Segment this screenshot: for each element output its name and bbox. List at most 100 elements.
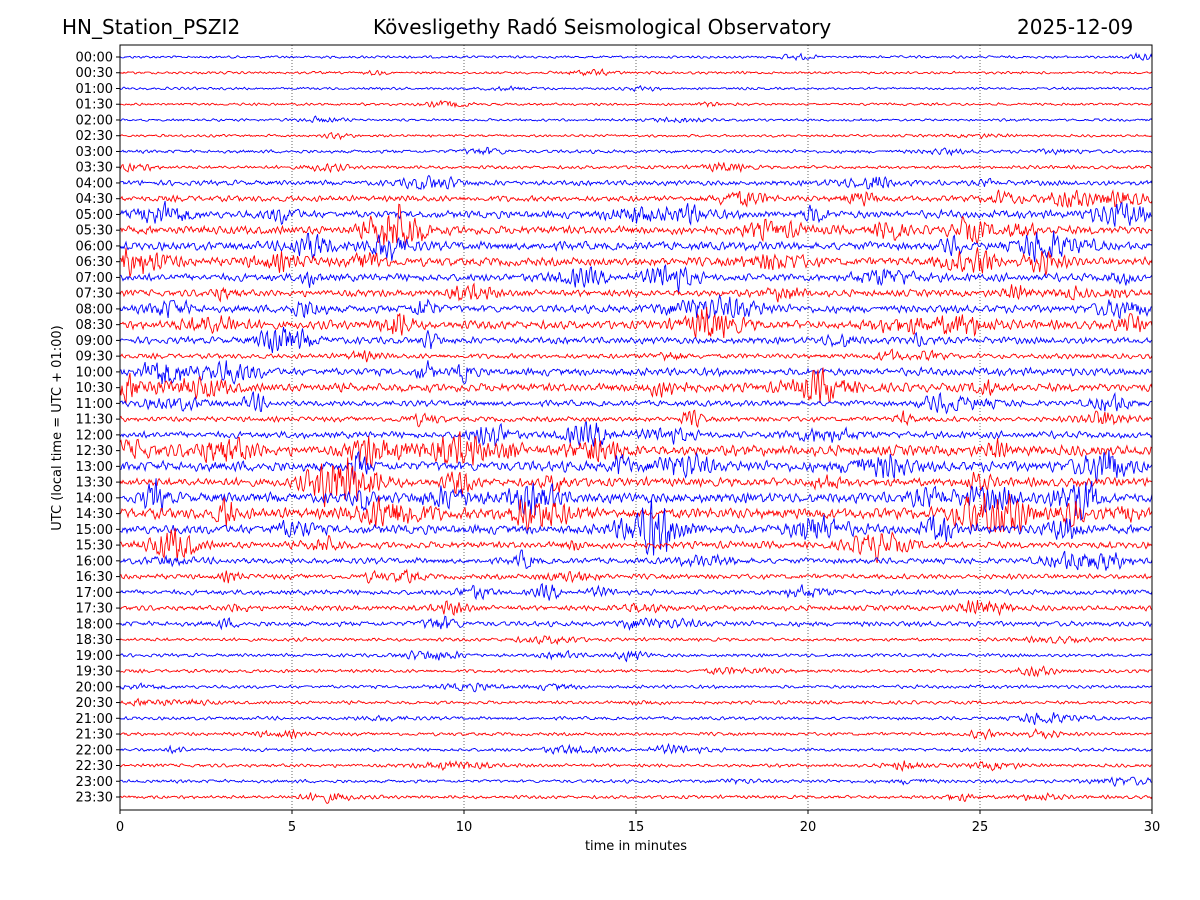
y-tick-label: 15:30 <box>76 539 113 554</box>
trace-1500 <box>119 498 1153 556</box>
trace-2300 <box>119 776 1153 788</box>
trace-0630 <box>119 247 1153 278</box>
x-tick-label: 10 <box>456 820 473 835</box>
trace-0530 <box>119 203 1153 246</box>
trace-1000 <box>120 360 1153 385</box>
y-tick-label: 09:00 <box>76 334 113 349</box>
x-tick-label: 5 <box>288 820 296 835</box>
y-tick-label: 20:00 <box>76 680 113 695</box>
trace-1800 <box>119 615 1153 632</box>
y-tick-label: 04:00 <box>76 176 113 191</box>
trace-0730 <box>119 282 1153 303</box>
y-tick-label: 18:00 <box>76 617 113 632</box>
trace-0100 <box>119 85 1152 92</box>
trace-2000 <box>119 682 1153 693</box>
y-tick-label: 12:00 <box>76 428 113 443</box>
y-tick-label: 03:00 <box>76 145 113 160</box>
y-tick-label: 16:30 <box>76 570 113 585</box>
trace-2130 <box>119 728 1153 741</box>
y-tick-label: 20:30 <box>76 696 113 711</box>
chart-date: 2025-12-09 <box>1017 15 1134 39</box>
trace-1830 <box>119 635 1153 646</box>
trace-1700 <box>119 582 1153 601</box>
y-tick-label: 12:30 <box>76 444 113 459</box>
trace-0200 <box>120 115 1153 124</box>
y-tick-label: 01:00 <box>76 82 113 97</box>
y-tick-label: 06:30 <box>76 255 113 270</box>
x-tick-label: 30 <box>1144 820 1161 835</box>
y-tick-label: 08:30 <box>76 318 113 333</box>
y-tick-label: 22:00 <box>76 743 113 758</box>
trace-0900 <box>119 326 1153 354</box>
x-tick-label: 15 <box>628 820 645 835</box>
trace-2330 <box>119 792 1153 804</box>
y-tick-label: 07:30 <box>76 287 113 302</box>
trace-0330 <box>119 161 1153 174</box>
trace-1200 <box>119 420 1153 447</box>
trace-1930 <box>120 665 1153 678</box>
x-tick-label: 20 <box>800 820 817 835</box>
y-tick-label: 00:00 <box>76 51 113 66</box>
trace-0600 <box>119 230 1153 263</box>
y-tick-label: 17:00 <box>76 586 113 601</box>
trace-0030 <box>119 68 1153 77</box>
trace-1100 <box>119 391 1153 415</box>
y-tick-label: 00:30 <box>76 66 113 81</box>
x-axis-label: time in minutes <box>585 839 687 854</box>
y-tick-label: 04:30 <box>76 192 113 207</box>
trace-1330 <box>119 457 1153 508</box>
trace-2030 <box>119 697 1153 707</box>
y-tick-label: 15:00 <box>76 523 113 538</box>
trace-2100 <box>119 712 1153 725</box>
y-tick-label: 02:00 <box>76 113 113 128</box>
x-tick-label: 0 <box>116 820 124 835</box>
y-tick-label: 13:00 <box>76 460 113 475</box>
trace-1230 <box>119 431 1153 468</box>
trace-1530 <box>119 527 1153 564</box>
trace-1730 <box>119 599 1153 617</box>
trace-0430 <box>119 189 1153 209</box>
y-tick-label: 18:30 <box>76 633 113 648</box>
trace-1030 <box>119 367 1153 405</box>
trace-0300 <box>119 146 1153 157</box>
trace-1630 <box>119 568 1153 584</box>
y-tick-label: 14:30 <box>76 507 113 522</box>
y-tick-label: 10:00 <box>76 365 113 380</box>
trace-1900 <box>119 649 1153 663</box>
y-tick-label: 06:00 <box>76 239 113 254</box>
y-tick-label: 21:30 <box>76 728 113 743</box>
chart-title: Kövesligethy Radó Seismological Observat… <box>373 15 832 39</box>
trace-1130 <box>119 409 1153 429</box>
trace-0700 <box>120 264 1153 293</box>
y-tick-label: 02:30 <box>76 129 113 144</box>
y-tick-label: 10:30 <box>76 381 113 396</box>
trace-1300 <box>119 450 1153 483</box>
y-tick-label: 16:00 <box>76 554 113 569</box>
trace-2200 <box>119 742 1153 755</box>
y-tick-label: 03:30 <box>76 161 113 176</box>
y-tick-label: 08:00 <box>76 302 113 317</box>
trace-0500 <box>119 200 1153 227</box>
y-tick-label: 23:30 <box>76 791 113 806</box>
y-tick-label: 14:00 <box>76 491 113 506</box>
y-tick-label: 19:00 <box>76 649 113 664</box>
y-tick-label: 19:30 <box>76 665 113 680</box>
y-tick-label: 22:30 <box>76 759 113 774</box>
y-tick-label: 05:00 <box>76 208 113 223</box>
trace-0000 <box>119 52 1153 62</box>
y-tick-label: 11:00 <box>76 397 113 412</box>
trace-1600 <box>119 549 1153 571</box>
y-axis-label: UTC (local time = UTC + 01:00) <box>50 325 65 530</box>
y-tick-label: 05:30 <box>76 224 113 239</box>
trace-0130 <box>119 99 1153 109</box>
y-tick-label: 01:30 <box>76 98 113 113</box>
trace-0400 <box>119 174 1153 191</box>
x-tick-label: 25 <box>972 820 989 835</box>
trace-2230 <box>119 760 1153 773</box>
station-name: HN_Station_PSZI2 <box>62 15 241 39</box>
y-tick-label: 07:00 <box>76 271 113 286</box>
trace-0930 <box>119 348 1153 363</box>
trace-1400 <box>119 478 1153 521</box>
y-tick-label: 21:00 <box>76 712 113 727</box>
y-tick-label: 13:30 <box>76 476 113 491</box>
